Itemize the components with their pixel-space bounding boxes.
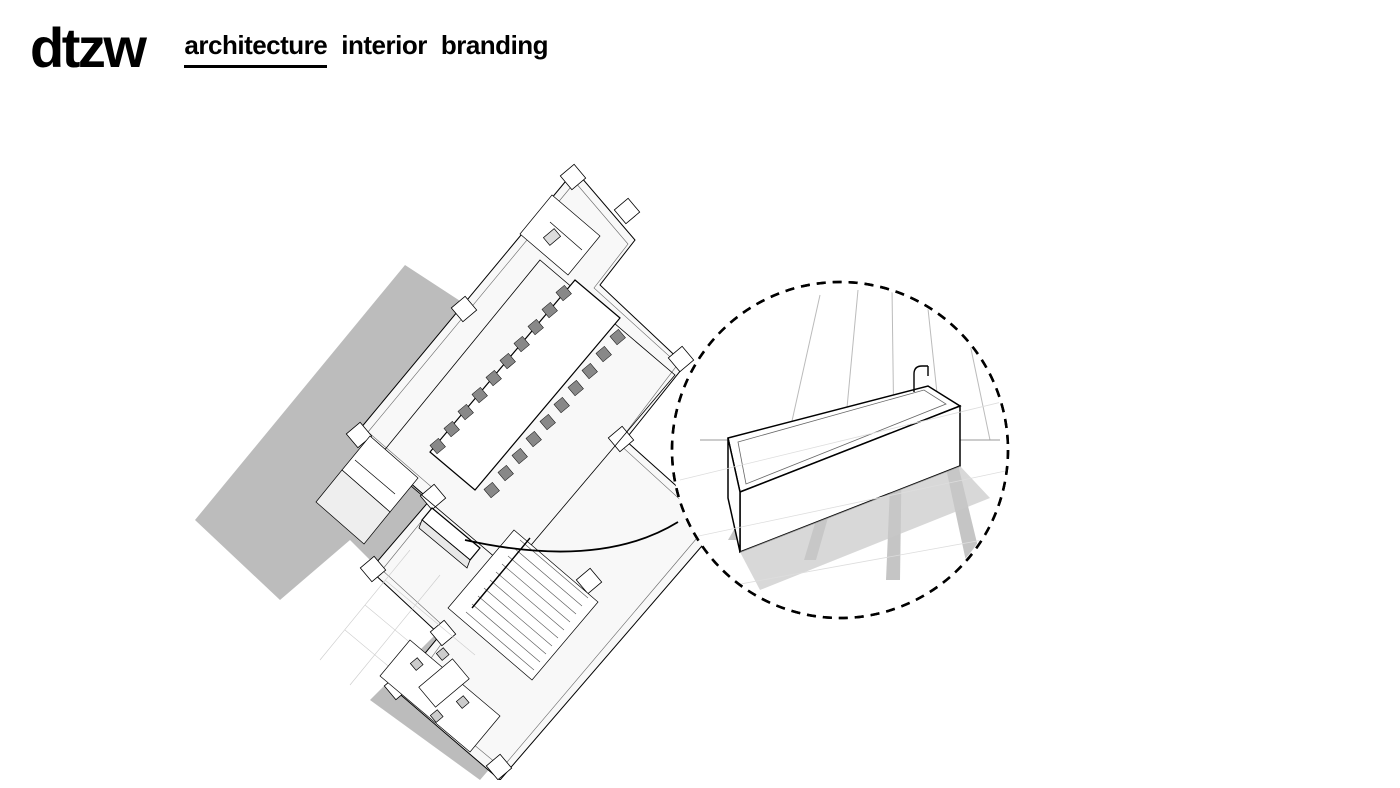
main-nav: architecture interior branding bbox=[184, 30, 548, 68]
project-diagram bbox=[180, 140, 1080, 780]
nav-interior[interactable]: interior bbox=[341, 30, 427, 65]
nav-branding[interactable]: branding bbox=[441, 30, 548, 65]
nav-architecture[interactable]: architecture bbox=[184, 30, 327, 68]
header: dtzw architecture interior branding bbox=[30, 20, 548, 76]
architectural-drawing-svg bbox=[180, 140, 1080, 780]
logo[interactable]: dtzw bbox=[30, 20, 144, 76]
